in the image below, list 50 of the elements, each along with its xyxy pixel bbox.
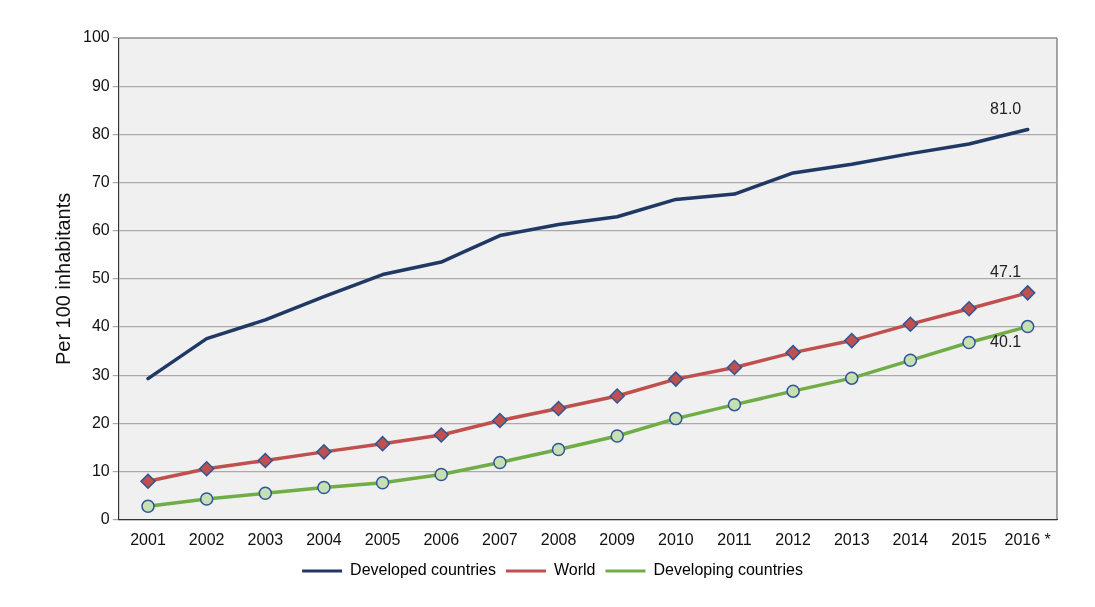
point [492, 412, 508, 429]
y-tick-label: 0 [100, 510, 110, 528]
point [433, 427, 449, 443]
legend-label: World [553, 561, 596, 579]
point [844, 332, 860, 349]
point [140, 473, 156, 490]
point [257, 452, 274, 469]
x-tick-label: 2013 [833, 530, 870, 548]
y-tick-label: 30 [91, 365, 110, 383]
data-label: 40.1 [990, 333, 1022, 350]
x-tick-label: 2007 [482, 530, 518, 548]
y-tick-label: 70 [91, 172, 110, 190]
point [785, 344, 801, 361]
y-tick-label: 20 [91, 413, 110, 431]
y-tick-label: 10 [91, 462, 110, 480]
point [374, 435, 391, 452]
y-tick-label: 80 [91, 124, 110, 142]
x-tick-label: 2003 [247, 530, 284, 548]
point [198, 460, 215, 477]
y-tick-label: 50 [91, 269, 110, 287]
x-tick-label: 2015 [951, 530, 987, 548]
x-tick-label: 2016 * [1004, 530, 1051, 548]
point [609, 388, 625, 404]
legend-label: Developing countries [653, 561, 803, 579]
y-tick-label: 90 [91, 76, 110, 94]
point [550, 400, 567, 417]
legend-label: Developed countries [350, 561, 496, 579]
point [961, 301, 977, 317]
data-label: 81.0 [990, 99, 1022, 117]
y-tick-label: 60 [91, 221, 110, 239]
x-tick-label: 2010 [658, 530, 694, 548]
x-tick-label: 2006 [423, 530, 460, 548]
x-tick-label: 2014 [892, 530, 929, 548]
x-tick-label: 2004 [306, 530, 342, 548]
x-tick-label: 2009 [599, 530, 636, 548]
y-tick-label: 100 [82, 28, 110, 46]
point [316, 444, 332, 460]
data-label: 47.1 [990, 263, 1022, 281]
point [668, 371, 684, 387]
y-tick-label: 40 [91, 317, 110, 335]
x-tick-label: 2012 [775, 530, 811, 548]
y-axis-title: Per 100 inhabitants [51, 192, 74, 366]
x-tick-label: 2008 [540, 530, 577, 548]
x-tick-label: 2002 [188, 530, 225, 548]
point [902, 316, 919, 332]
x-tick-label: 2005 [364, 530, 401, 548]
x-tick-label: 2001 [130, 530, 166, 548]
point [1019, 285, 1036, 301]
x-tick-label: 2011 [717, 530, 752, 548]
point [726, 359, 743, 376]
